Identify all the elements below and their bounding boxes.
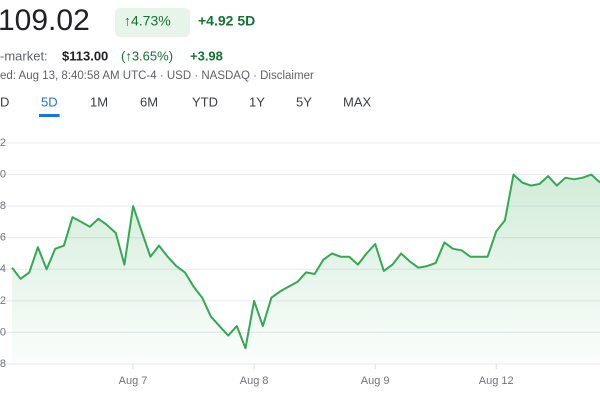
range-tab[interactable]: 1M [90,94,108,109]
range-tabs: D 5D 1M 6M YTD 1Y 5Y MAX [0,94,372,117]
x-tick-label: Aug 9 [361,375,390,387]
y-tick-label: 104 [0,263,6,275]
plot: 112 110 108 106 104 102 100 98 Aug 7 Aug 8 Aug 9 Au… [0,137,600,387]
change-pct: ↑4.73% [124,13,171,29]
premarket-label: -market: [0,48,48,63]
x-tick-label: Aug 7 [119,375,148,387]
range-tab[interactable]: 5D [41,94,58,109]
premarket-change-pct: (↑3.65%) [121,48,173,63]
tab-underline [39,114,60,117]
premarket-price: $113.00 [62,48,108,63]
y-tick-label: 112 [0,137,6,149]
premarket-change: +3.98 [190,48,223,63]
y-tick-label: 108 [0,200,6,212]
range-tab[interactable]: 6M [140,94,158,109]
area-fill [12,174,600,364]
change-badge [115,8,190,37]
y-tick-label: 106 [0,232,6,244]
info-line: ed: Aug 13, 8:40:58 AM UTC-4 · USD · NAS… [0,70,314,82]
x-tick-label: Aug 12 [479,375,514,387]
price: 109.02 [0,4,90,37]
range-tab[interactable]: 5Y [296,94,312,109]
y-tick-label: 98 [0,358,6,370]
y-tick-label: 100 [0,326,6,338]
range-tab[interactable]: D [0,94,9,109]
y-tick-label: 102 [0,295,6,307]
x-tick-label: Aug 8 [240,375,269,387]
y-tick-label: 110 [0,168,6,180]
range-tab[interactable]: YTD [192,94,218,109]
range-tab[interactable]: 1Y [249,94,265,109]
range-tab[interactable]: MAX [343,94,372,109]
price-line [11,173,600,350]
change-period: +4.92 5D [198,13,255,29]
